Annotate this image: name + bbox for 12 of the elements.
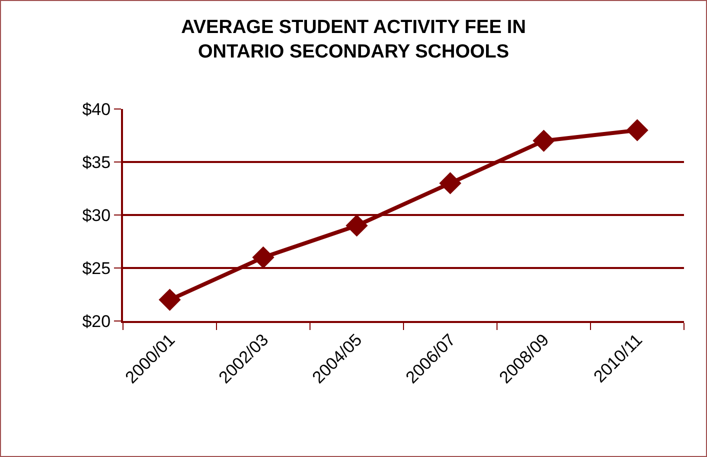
point: [532, 130, 555, 152]
y-tick-label: $40: [82, 100, 111, 119]
chart-title: AVERAGE STUDENT ACTIVITY FEE IN ONTARIO SECONDARY SCHOOLS: [181, 16, 526, 63]
y-tick-label: $25: [82, 258, 111, 278]
point: [346, 214, 368, 237]
point: [158, 288, 181, 311]
y-tick-label: $20: [82, 312, 111, 331]
point: [439, 172, 462, 194]
y-tick-label: $35: [82, 152, 111, 172]
point: [252, 246, 274, 268]
point: [626, 119, 648, 142]
y-tick-label: $30: [82, 206, 111, 225]
